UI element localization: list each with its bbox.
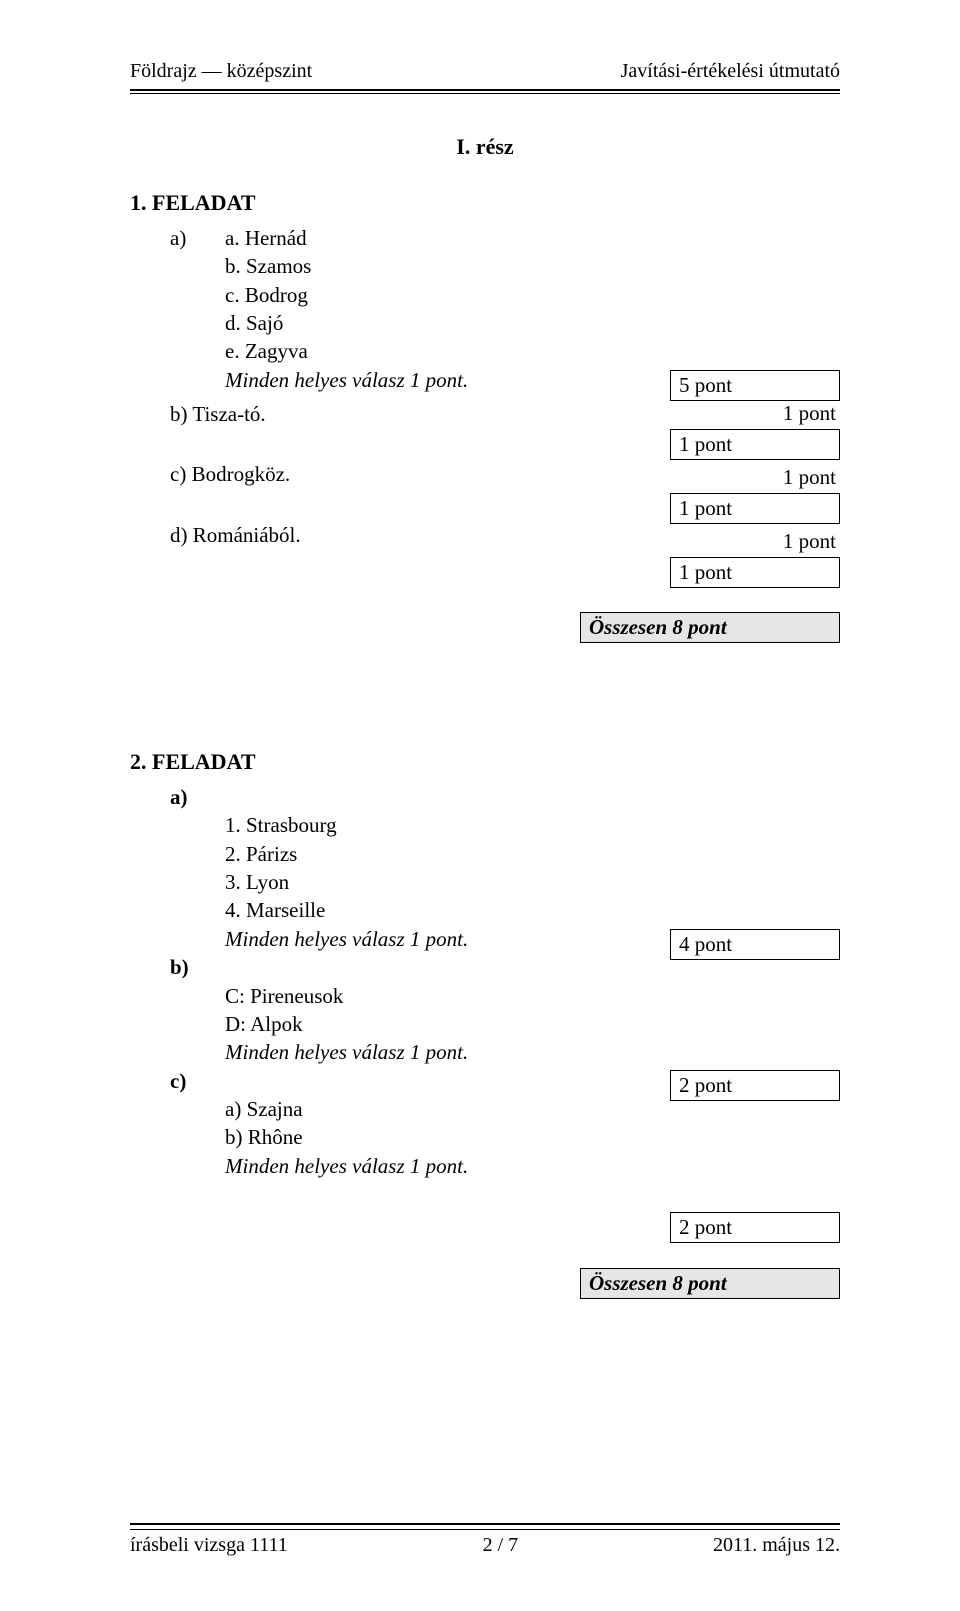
header-rule-top bbox=[130, 89, 840, 91]
f2-b-item-c: C: Pireneusok bbox=[225, 982, 840, 1010]
f1-c-pts-box: 1 pont bbox=[670, 493, 840, 524]
footer-right: 2011. május 12. bbox=[713, 1534, 840, 1557]
f2-c-pts: 2 pont bbox=[670, 1212, 840, 1243]
header-rule-bottom bbox=[130, 93, 840, 94]
f1-a-item-c: c. Bodrog bbox=[225, 281, 468, 309]
f1-c-pts-line: 1 pont bbox=[670, 464, 840, 492]
f1-pts-5: 5 pont bbox=[670, 370, 840, 401]
f1-a-label: a) bbox=[170, 224, 225, 394]
f2-a-label: a) bbox=[170, 783, 840, 811]
f2-b-pts: 2 pont bbox=[670, 1070, 840, 1101]
f1-a-note: Minden helyes válasz 1 pont. bbox=[225, 366, 468, 394]
f2-a-pts: 4 pont bbox=[670, 929, 840, 960]
page-footer: írásbeli vizsga 1111 2 / 7 2011. május 1… bbox=[130, 1523, 840, 1557]
f2-c-note: Minden helyes válasz 1 pont. bbox=[225, 1152, 840, 1180]
f1-total: Összesen 8 pont bbox=[580, 612, 840, 643]
f2-total: Összesen 8 pont bbox=[580, 1268, 840, 1299]
feladat-2-head: 2. FELADAT bbox=[130, 749, 840, 775]
f1-a-item-d: d. Sajó bbox=[225, 309, 468, 337]
f2-b-note: Minden helyes válasz 1 pont. bbox=[225, 1038, 840, 1066]
f1-d-pts-line: 1 pont bbox=[670, 528, 840, 556]
f2-a-item-4: 4. Marseille bbox=[225, 896, 840, 924]
f1-b-pts-box: 1 pont bbox=[670, 429, 840, 460]
f2-a-item-2: 2. Párizs bbox=[225, 840, 840, 868]
f1-a-item-b: b. Szamos bbox=[225, 252, 468, 280]
footer-rule-top bbox=[130, 1523, 840, 1525]
footer-center: 2 / 7 bbox=[483, 1534, 519, 1557]
section-title: I. rész bbox=[130, 134, 840, 160]
footer-rule-bottom bbox=[130, 1529, 840, 1530]
f1-b-pts-line: 1 pont bbox=[670, 400, 840, 428]
feladat-1-head: 1. FELADAT bbox=[130, 190, 840, 216]
footer-left: írásbeli vizsga 1111 bbox=[130, 1534, 288, 1557]
header-left: Földrajz — középszint bbox=[130, 60, 312, 83]
f1-a-item-a: a. Hernád bbox=[225, 224, 468, 252]
f2-a-item-3: 3. Lyon bbox=[225, 868, 840, 896]
f2-c-item-b: b) Rhône bbox=[225, 1123, 840, 1151]
f1-a-item-e: e. Zagyva bbox=[225, 337, 468, 365]
f1-d-pts-box: 1 pont bbox=[670, 557, 840, 588]
f2-b-item-d: D: Alpok bbox=[225, 1010, 840, 1038]
header-right: Javítási-értékelési útmutató bbox=[621, 60, 840, 83]
f2-a-item-1: 1. Strasbourg bbox=[225, 811, 840, 839]
